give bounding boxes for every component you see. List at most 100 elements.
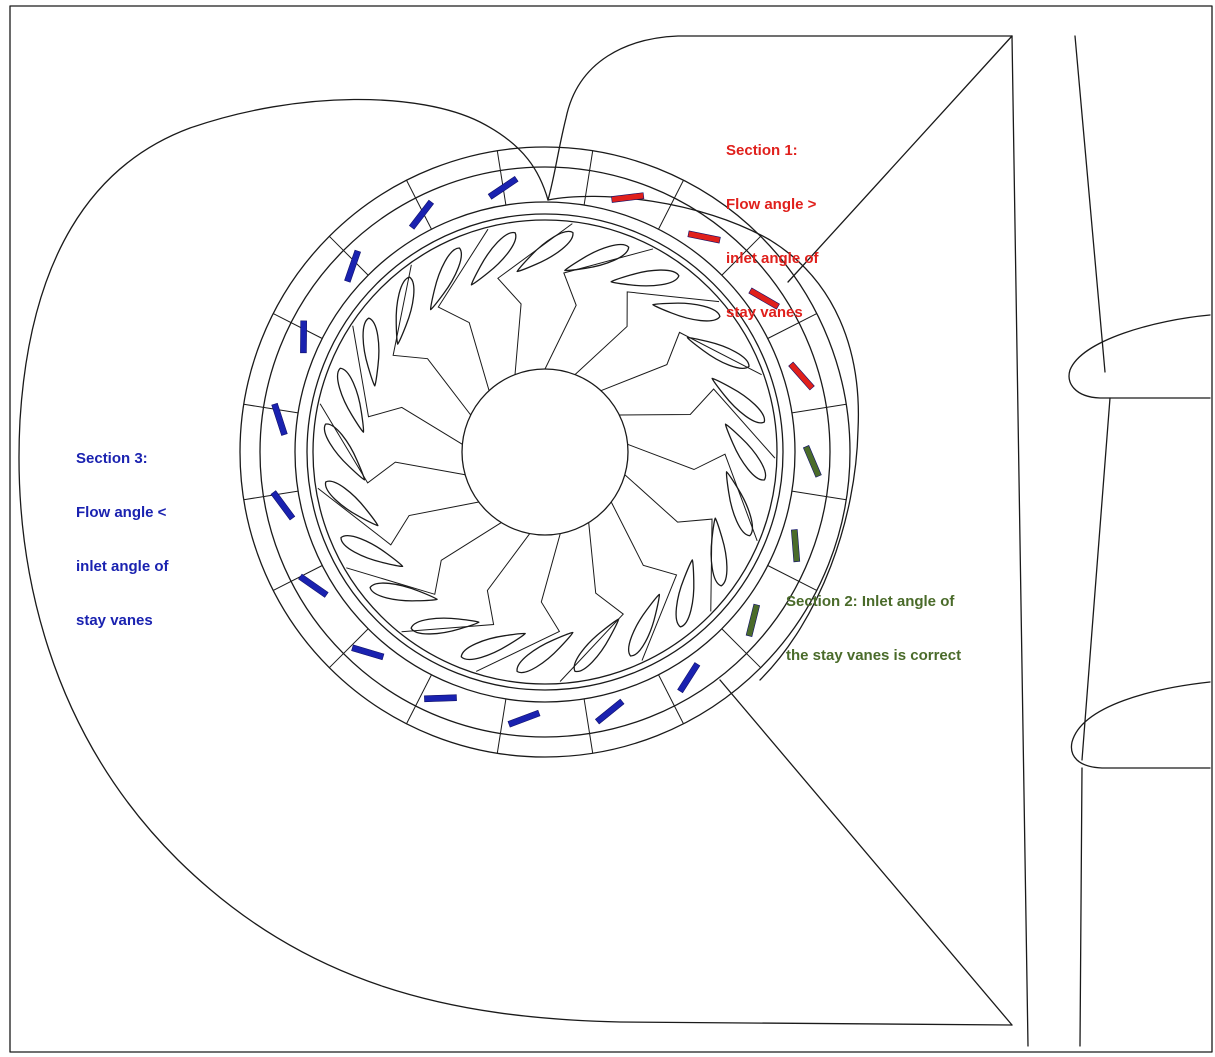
runner-blade — [352, 325, 463, 445]
stay-vane-section3 — [677, 662, 701, 694]
guide-vane — [336, 367, 365, 433]
stay-ring-divider — [721, 235, 762, 276]
runner-blade — [401, 533, 531, 633]
stay-vane-section1 — [788, 361, 815, 391]
stay-ring-divider — [406, 180, 432, 230]
stay-ring-divider — [658, 674, 684, 724]
guide-vane — [724, 423, 767, 481]
guide-vane — [460, 632, 526, 661]
housing-side-view — [1011, 35, 1211, 1047]
guide-vane — [323, 423, 366, 481]
section2-line-2: the stay vanes is correct — [786, 647, 962, 664]
stay-vane-section3 — [424, 694, 457, 703]
stay-vane-section2 — [802, 445, 822, 478]
guide-vanes — [323, 230, 767, 674]
stay-ring-divider — [243, 490, 299, 501]
section2-line-1: Section 2: Inlet angle of — [786, 593, 955, 610]
guide-vane — [395, 276, 415, 345]
guide-vane — [369, 582, 438, 602]
stay-vane-section3 — [408, 199, 435, 230]
section3-line-3: inlet angle of — [76, 558, 169, 575]
stay-vane-section1 — [611, 192, 645, 203]
section3-label: Section 3: Flow angle < inlet angle of s… — [76, 414, 169, 648]
section1-line-3: inlet angle of — [726, 250, 819, 267]
inner-ring — [306, 213, 784, 691]
runner-blade — [392, 264, 472, 416]
runner-blade — [475, 533, 561, 672]
stay-ring-divider — [496, 150, 507, 206]
stay-vane-section3 — [344, 249, 362, 283]
spiral-casing — [18, 35, 1013, 1026]
stay-ring-divider — [583, 698, 594, 754]
stay-vane-section3 — [507, 709, 541, 728]
guide-vane — [410, 617, 480, 635]
section1-label: Section 1: Flow angle > inlet angle of s… — [726, 106, 819, 340]
stay-ring-divider — [791, 490, 847, 501]
section2-label: Section 2: Inlet angle of the stay vanes… — [786, 557, 961, 683]
runner-ring — [312, 219, 778, 685]
stay-vanes — [270, 175, 822, 728]
stay-ring-outer — [239, 146, 851, 758]
stay-vane-section2 — [790, 529, 801, 563]
section3-line-2: Flow angle < — [76, 504, 167, 521]
stay-vane-section2 — [745, 603, 761, 637]
guide-vane — [516, 230, 574, 273]
stay-ring-divider — [767, 565, 817, 591]
runner-blade — [600, 331, 762, 392]
runner-blade — [627, 443, 758, 541]
stay-ring-divider — [721, 628, 762, 669]
guide-vane — [340, 535, 404, 568]
stay-ring-divider — [583, 150, 594, 206]
runner-blade — [610, 501, 678, 661]
stay-ring-divider — [767, 313, 817, 339]
guide-vane — [429, 247, 462, 311]
distributor-rings — [239, 146, 860, 758]
runner — [317, 223, 776, 682]
runner-blade — [346, 522, 502, 595]
stay-vane-section3 — [298, 573, 329, 598]
runner-blade — [559, 522, 624, 682]
guide-vane — [628, 593, 661, 657]
stay-ring-divider — [273, 313, 323, 339]
stay-vane-section1 — [687, 230, 721, 244]
stay-ring-divider — [328, 628, 369, 669]
guide-vane — [711, 377, 765, 424]
guide-vane — [564, 243, 630, 272]
runner-blade — [497, 223, 573, 375]
guide-vane — [362, 317, 380, 387]
stay-vane-section3 — [594, 698, 625, 725]
guide-vane — [573, 618, 620, 672]
stay-ring-divider — [243, 403, 299, 414]
stay-ring-divider — [328, 235, 369, 276]
stay-ring-divider — [406, 674, 432, 724]
guide-vane — [516, 631, 574, 674]
section3-line-4: stay vanes — [76, 612, 153, 629]
section1-line-4: stay vanes — [726, 304, 803, 321]
stay-ring-divider — [273, 565, 323, 591]
casing-lip — [547, 195, 860, 681]
runner-blade — [624, 474, 713, 612]
guide-vane — [610, 269, 680, 287]
stay-ring-divider — [496, 698, 507, 754]
section1-line-1: Section 1: — [726, 142, 798, 159]
stay-vane-section3 — [351, 644, 385, 661]
stay-ring-inner — [294, 201, 796, 703]
guide-vane — [675, 559, 695, 628]
guide-vane — [325, 480, 379, 527]
frame-border — [9, 5, 1213, 1053]
runner-blade — [437, 228, 490, 391]
stay-ring-middle — [259, 166, 831, 738]
runner-blade — [317, 487, 479, 546]
runner-blade — [574, 291, 720, 375]
stay-vane-section3 — [300, 320, 308, 354]
runner-blade — [619, 388, 776, 459]
stay-ring-divider — [658, 180, 684, 230]
guide-vane — [686, 336, 750, 369]
stay-vane-section3 — [271, 402, 288, 436]
stay-vane-section3 — [270, 490, 296, 521]
guide-vane — [470, 232, 517, 286]
runner-blade — [319, 403, 466, 484]
runner-blade — [544, 248, 654, 370]
section3-line-1: Section 3: — [76, 450, 148, 467]
